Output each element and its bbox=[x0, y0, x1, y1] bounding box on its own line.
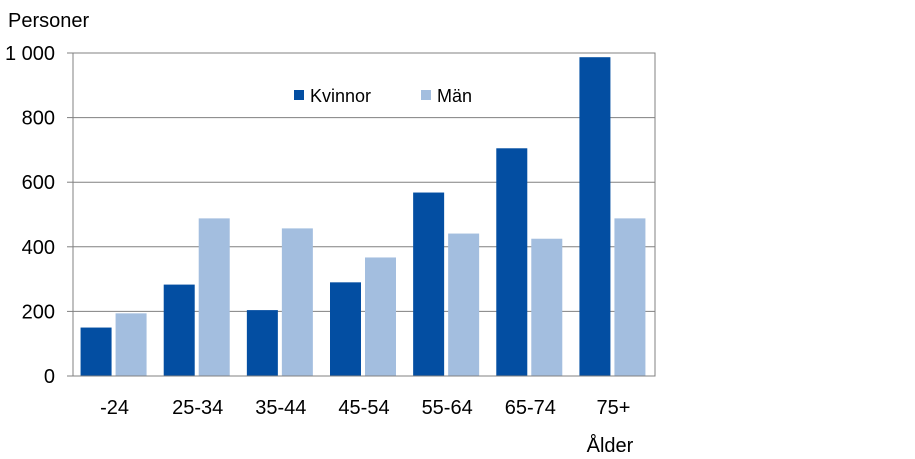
bar-kvinnor-75+ bbox=[579, 57, 611, 376]
bar-man--24 bbox=[115, 313, 147, 376]
legend: Kvinnor Män bbox=[294, 86, 472, 106]
plot-area-border bbox=[72, 52, 656, 377]
bar-kvinnor-25-34 bbox=[163, 284, 195, 376]
bar-man-75+ bbox=[614, 218, 646, 376]
bars bbox=[80, 57, 646, 376]
x-tick-label: 25-34 bbox=[172, 397, 223, 419]
x-tick-label: -24 bbox=[100, 397, 129, 419]
x-axis-title: Ålder bbox=[587, 434, 634, 457]
x-tick-label: 65-74 bbox=[505, 397, 556, 419]
y-tick-label: 200 bbox=[22, 301, 55, 323]
y-tick-label: 1 000 bbox=[5, 43, 55, 65]
legend-swatch bbox=[294, 90, 304, 100]
x-tick-label: 75+ bbox=[596, 397, 630, 419]
legend-label: Män bbox=[437, 86, 472, 106]
x-tick-label: 55-64 bbox=[422, 397, 473, 419]
bar-kvinnor-65-74 bbox=[496, 148, 528, 376]
bar-kvinnor--24 bbox=[80, 327, 112, 376]
bar-kvinnor-55-64 bbox=[413, 192, 445, 376]
y-tick-label: 600 bbox=[22, 172, 55, 194]
bar-kvinnor-45-54 bbox=[330, 282, 361, 376]
y-tick-label: 800 bbox=[22, 108, 55, 130]
x-tick-labels: -24 25-34 35-44 45-54 55-64 65-74 75+ bbox=[100, 397, 630, 419]
legend-label: Kvinnor bbox=[310, 86, 371, 106]
y-tick-label: 0 bbox=[44, 366, 55, 388]
x-tick-label: 45-54 bbox=[338, 397, 389, 419]
y-tick-label: 400 bbox=[22, 237, 55, 259]
y-tick-labels: 0 200 400 600 800 1 000 bbox=[5, 43, 55, 388]
bar-man-65-74 bbox=[531, 238, 563, 376]
bar-man-35-44 bbox=[281, 228, 313, 376]
bar-man-45-54 bbox=[365, 257, 396, 376]
bar-man-55-64 bbox=[448, 233, 480, 376]
legend-swatch bbox=[421, 90, 431, 100]
x-tick-label: 35-44 bbox=[255, 397, 306, 419]
y-axis-title: Personer bbox=[8, 10, 89, 32]
bar-kvinnor-35-44 bbox=[246, 310, 278, 376]
bar-man-25-34 bbox=[198, 218, 230, 376]
